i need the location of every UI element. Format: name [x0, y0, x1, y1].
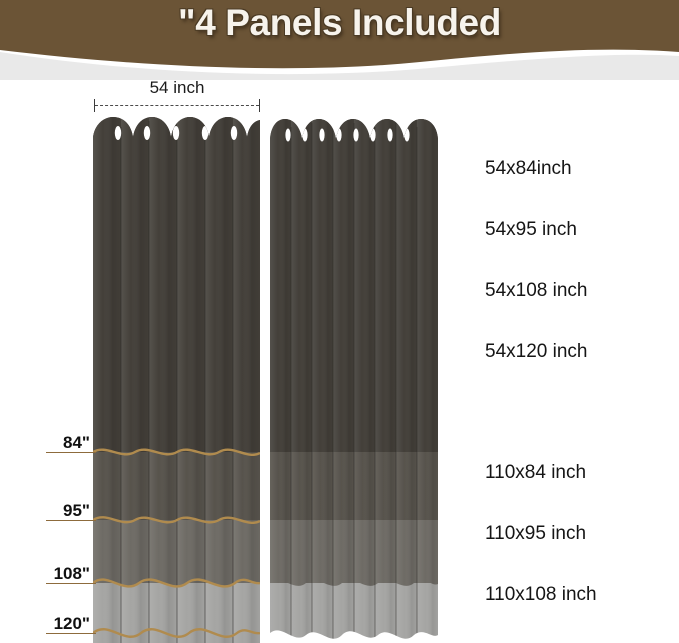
width-dimension-label: 54 inch — [149, 78, 205, 97]
size-option-54x120: 54x120 inch — [485, 341, 588, 362]
banner-shadow-wave — [0, 52, 679, 80]
height-marker-120: 120" — [0, 614, 96, 643]
height-marker-120-leader — [46, 633, 96, 634]
height-marker-108: 108" — [0, 564, 96, 600]
height-marker-95: 95" — [0, 501, 96, 537]
pleat-shading-right — [270, 119, 438, 643]
pleat-lines-left — [120, 121, 234, 643]
marker-wave-108 — [93, 578, 260, 588]
curtain-panel-left — [93, 117, 260, 643]
height-marker-84-label: 84" — [63, 433, 90, 452]
pleat-lines-right — [290, 123, 418, 643]
banner-shape — [0, 0, 679, 69]
height-marker-waves — [93, 448, 260, 638]
height-marker-95-leader — [46, 520, 96, 521]
height-marker-120-label: 120" — [53, 614, 90, 633]
height-marker-84-leader — [46, 452, 96, 453]
size-option-54x84: 54x84inch — [485, 158, 572, 179]
size-option-110x95: 110x95 inch — [485, 523, 587, 544]
hem-wave-right — [270, 630, 438, 643]
curtain-left-body — [93, 117, 260, 643]
dimension-cap-right — [259, 99, 260, 112]
height-marker-95-label: 95" — [63, 501, 90, 520]
marker-wave-95 — [93, 516, 260, 524]
size-option-110x84: 110x84 inch — [485, 462, 587, 483]
dimension-cap-left — [94, 99, 95, 112]
curtain-panel-right — [270, 117, 438, 643]
curtain-right-body — [270, 119, 438, 643]
marker-wave-120 — [93, 628, 260, 638]
page-title: "4 Panels Included — [178, 2, 501, 43]
height-marker-84: 84" — [0, 433, 96, 469]
height-marker-108-leader — [46, 583, 96, 584]
marker-wave-84 — [93, 448, 260, 456]
height-marker-108-label: 108" — [53, 564, 90, 583]
size-option-54x108: 54x108 inch — [485, 280, 588, 301]
header-banner: "4 Panels Included — [0, 0, 679, 90]
width-dimension-line — [92, 99, 262, 113]
grommets-left — [114, 126, 238, 140]
size-option-54x95: 54x95 inch — [485, 219, 577, 240]
size-option-110x108: 110x108 inch — [485, 584, 597, 605]
dimension-dashed-bar — [95, 105, 259, 106]
pleat-shading-left — [93, 117, 260, 643]
